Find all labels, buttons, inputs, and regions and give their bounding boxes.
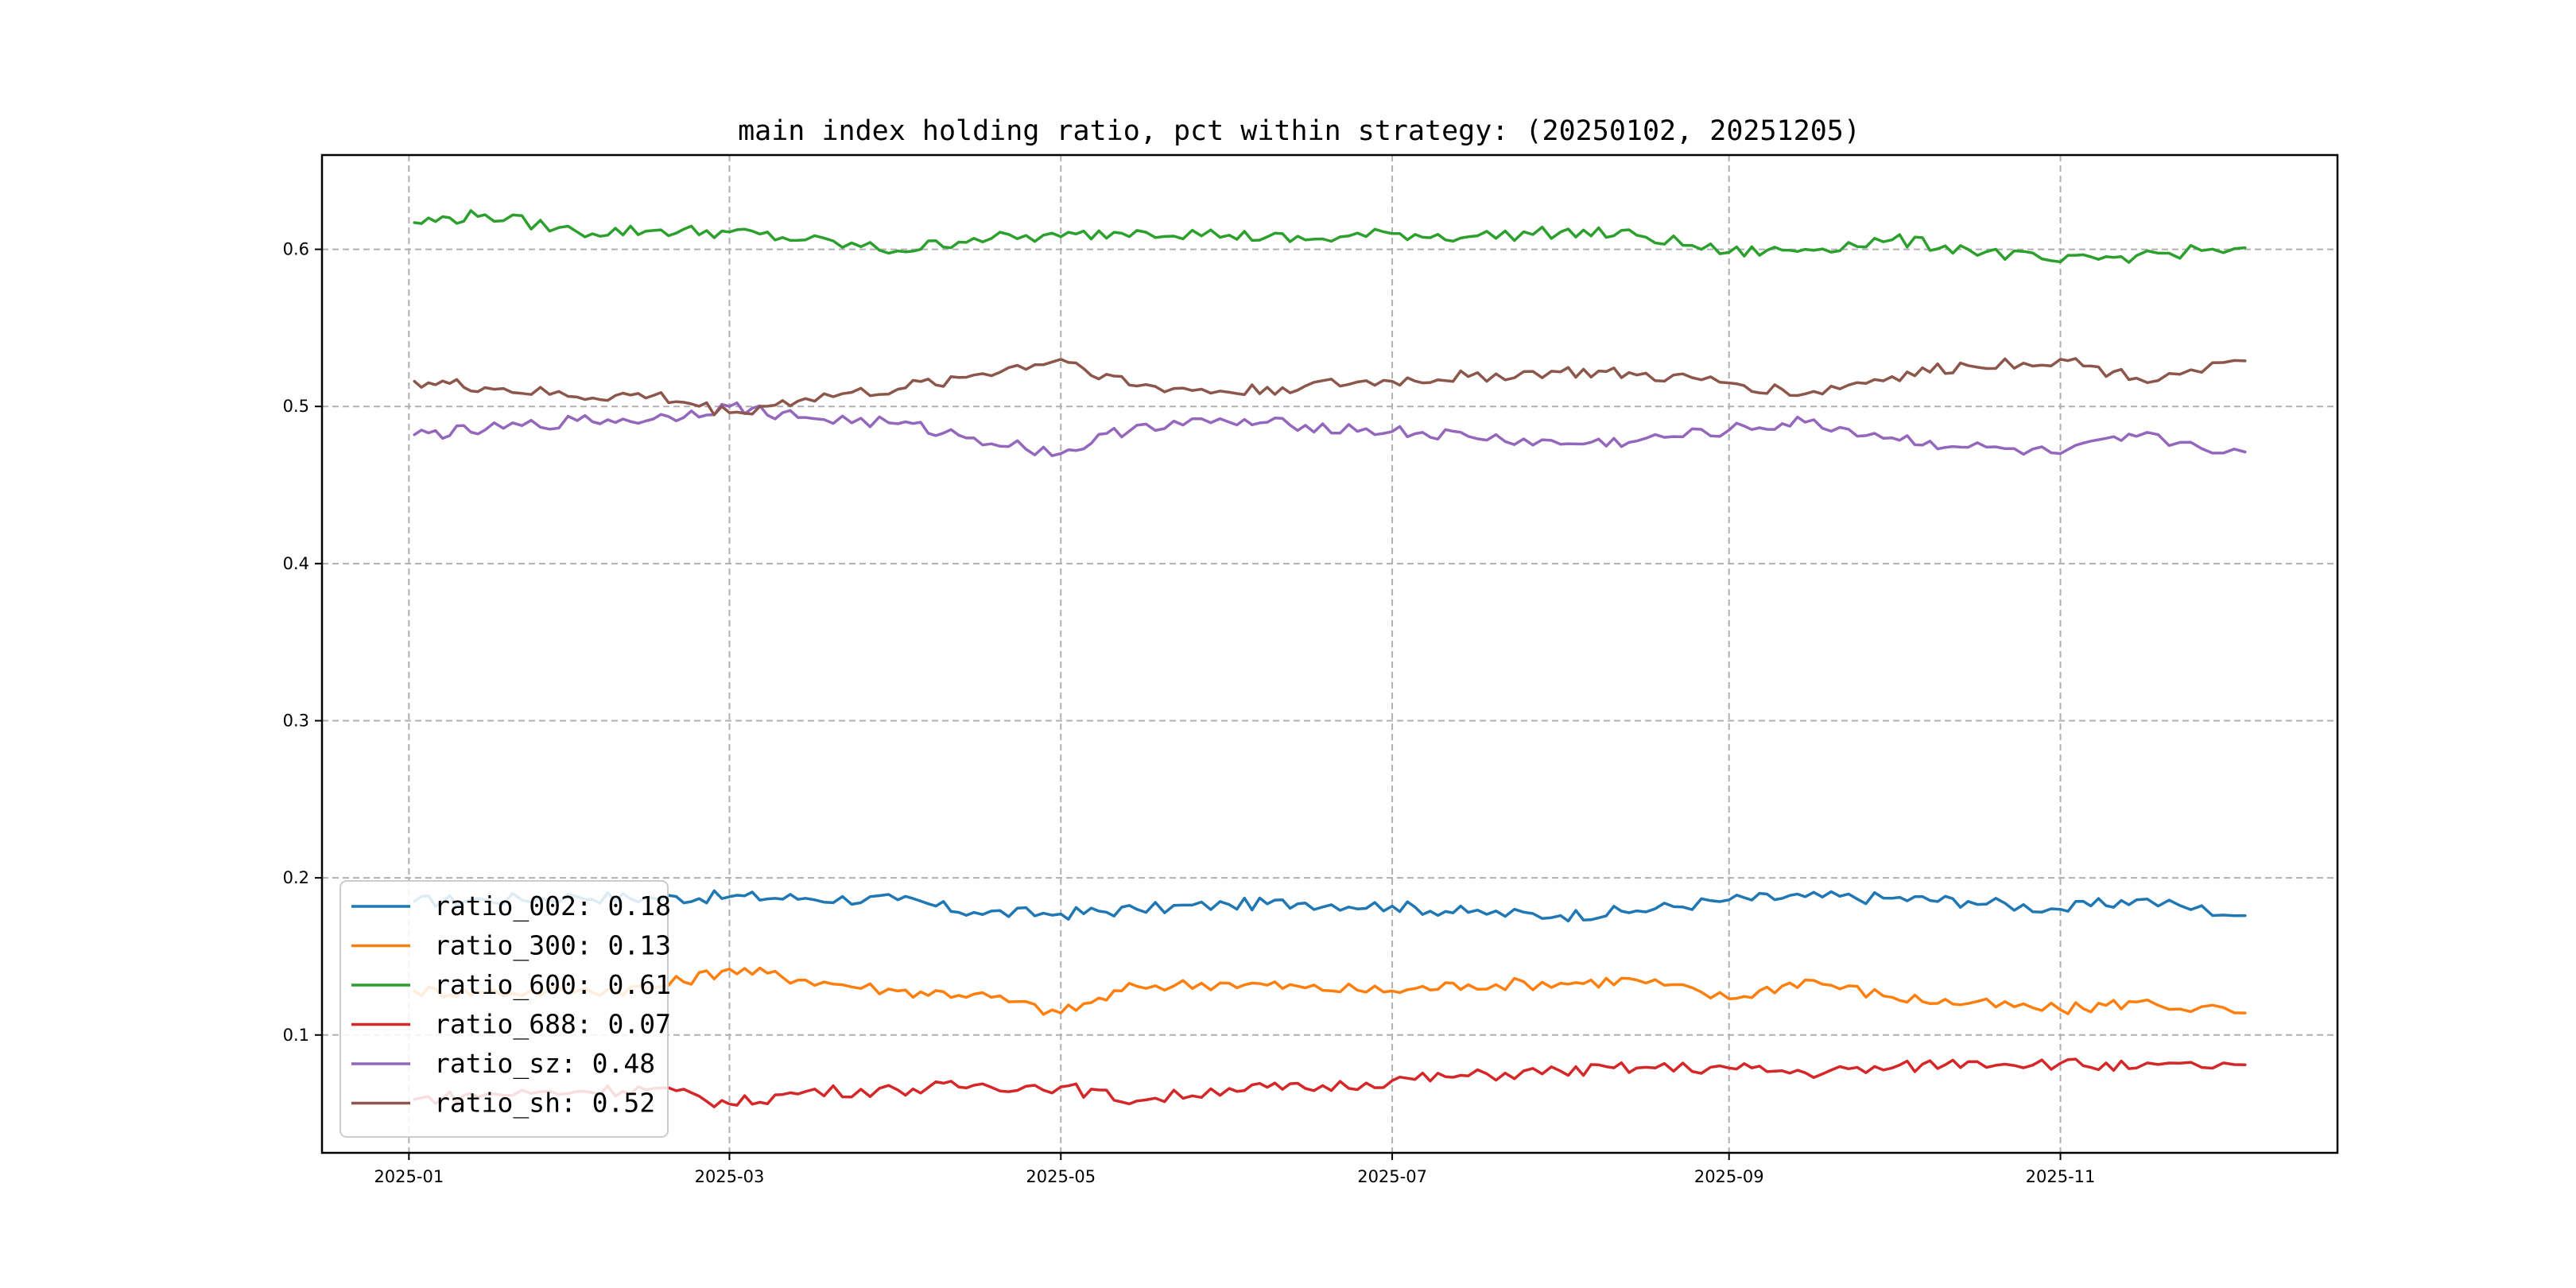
y-tick-label: 0.5 <box>283 397 309 416</box>
series-line-ratio-002 <box>413 889 2247 923</box>
x-tick-label: 2025-03 <box>695 1167 765 1186</box>
y-axis: 0.1 0.2 0.3 0.4 0.5 0.6 <box>283 240 322 1045</box>
x-tick-label: 2025-01 <box>374 1167 444 1186</box>
series-line-ratio-sz <box>413 401 2247 457</box>
legend-label: ratio_sz: 0.48 <box>434 1048 655 1080</box>
legend-label: ratio_sh: 0.52 <box>434 1088 655 1119</box>
series-line-ratio-300 <box>413 966 2247 1016</box>
legend-label: ratio_688: 0.07 <box>434 1009 671 1041</box>
legend-label: ratio_300: 0.13 <box>434 930 671 962</box>
legend: ratio_002: 0.18 ratio_300: 0.13 ratio_600:… <box>339 880 671 1138</box>
legend-label: ratio_002: 0.18 <box>434 890 671 922</box>
y-tick-label: 0.1 <box>283 1026 309 1045</box>
x-axis: 2025-01 2025-03 2025-05 2025-07 2025-09 2025-… <box>374 1153 2095 1186</box>
series-lines <box>413 209 2247 1108</box>
x-tick-label: 2025-09 <box>1694 1167 1764 1186</box>
chart-title: main index holding ratio, pct within str… <box>738 115 1860 147</box>
legend-label: ratio_600: 0.61 <box>434 969 671 1001</box>
legend-box <box>339 880 669 1138</box>
x-tick-label: 2025-05 <box>1026 1167 1096 1186</box>
series-line-ratio-600 <box>413 209 2247 264</box>
series-line-ratio-688 <box>413 1057 2247 1108</box>
x-tick-label: 2025-07 <box>1357 1167 1427 1186</box>
y-tick-label: 0.2 <box>283 868 309 887</box>
x-tick-label: 2025-11 <box>2026 1167 2096 1186</box>
plot-frame <box>320 153 2339 1154</box>
y-tick-label: 0.3 <box>283 711 309 730</box>
series-line-ratio-sh <box>413 357 2247 417</box>
y-tick-label: 0.6 <box>283 240 309 259</box>
y-tick-label: 0.4 <box>283 554 309 573</box>
